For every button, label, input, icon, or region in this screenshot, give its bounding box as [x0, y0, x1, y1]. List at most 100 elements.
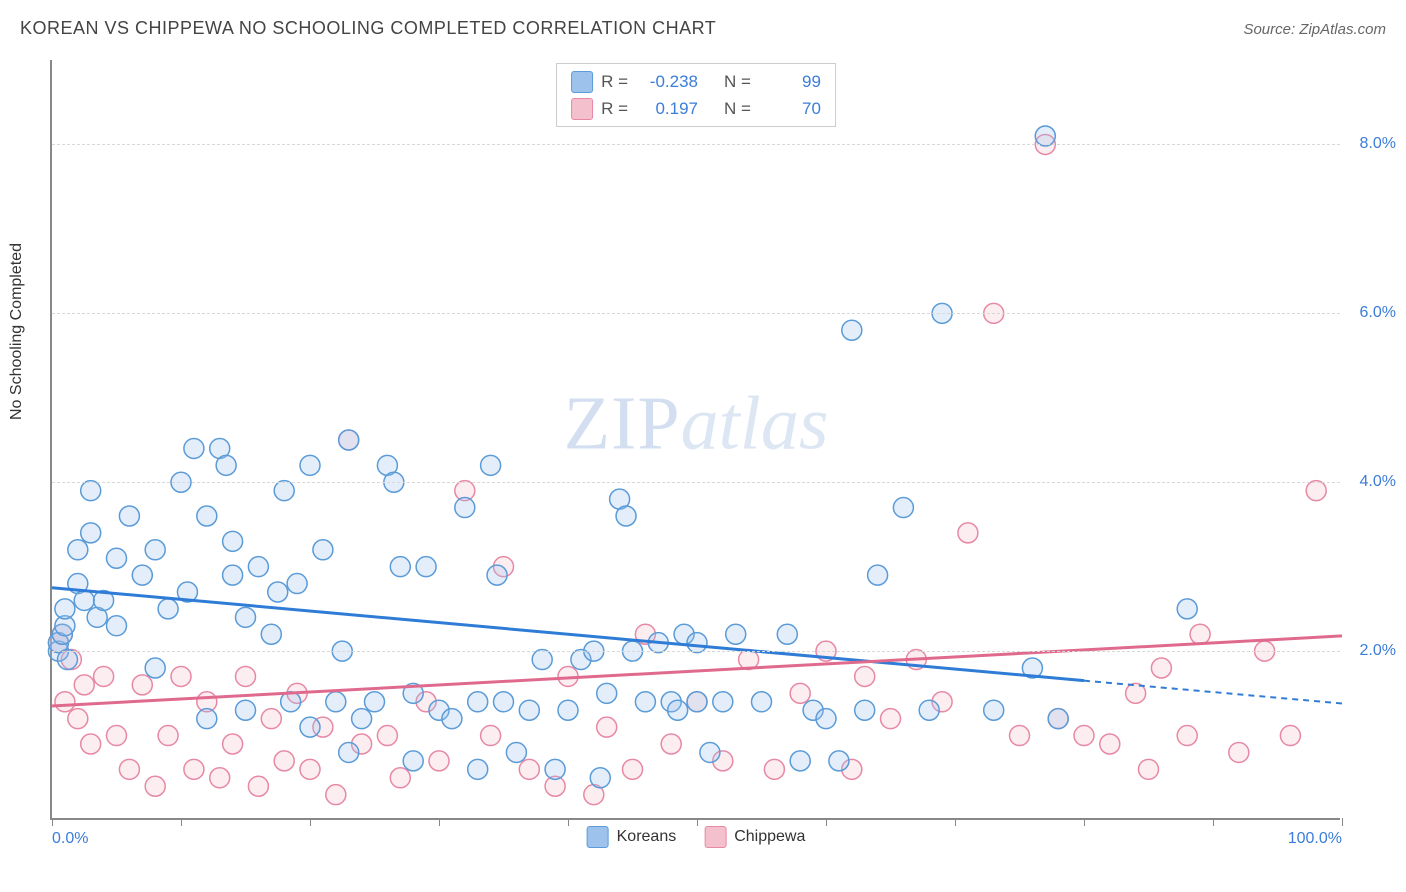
data-point	[352, 709, 372, 729]
data-point	[984, 700, 1004, 720]
data-point	[1100, 734, 1120, 754]
data-point	[816, 709, 836, 729]
data-point	[107, 616, 127, 636]
data-point	[919, 700, 939, 720]
data-point	[868, 565, 888, 585]
data-point	[687, 692, 707, 712]
data-point	[68, 709, 88, 729]
data-point	[94, 666, 114, 686]
xtick	[697, 818, 698, 826]
data-point	[210, 768, 230, 788]
data-point	[261, 709, 281, 729]
data-point	[1048, 709, 1068, 729]
stats-row-chippewa: R = 0.197 N = 70	[571, 95, 821, 122]
data-point	[429, 751, 449, 771]
chart-plot-area: ZIPatlas R = -0.238 N = 99 R = 0.197 N =…	[50, 60, 1340, 820]
scatter-svg	[52, 60, 1340, 818]
chart-title: KOREAN VS CHIPPEWA NO SCHOOLING COMPLETE…	[20, 18, 716, 39]
xtick	[439, 818, 440, 826]
data-point	[223, 734, 243, 754]
xtick	[1342, 818, 1343, 826]
r-label: R =	[601, 95, 628, 122]
gridline	[52, 651, 1340, 652]
data-point	[339, 742, 359, 762]
data-point	[855, 666, 875, 686]
data-point	[184, 438, 204, 458]
data-point	[287, 574, 307, 594]
data-point	[545, 759, 565, 779]
data-point	[481, 726, 501, 746]
data-point	[119, 759, 139, 779]
data-point	[855, 700, 875, 720]
gridline	[52, 313, 1340, 314]
trend-line-dashed	[1084, 681, 1342, 704]
r-value-koreans: -0.238	[636, 68, 698, 95]
data-point	[442, 709, 462, 729]
data-point	[326, 785, 346, 805]
data-point	[268, 582, 288, 602]
data-point	[55, 599, 75, 619]
data-point	[1306, 481, 1326, 501]
data-point	[236, 700, 256, 720]
data-point	[416, 557, 436, 577]
swatch-koreans-bottom	[587, 826, 609, 848]
xtick-label-min: 0.0%	[52, 830, 88, 848]
data-point	[790, 751, 810, 771]
ytick-label: 2.0%	[1360, 642, 1396, 660]
data-point	[842, 320, 862, 340]
data-point	[145, 540, 165, 560]
n-label: N =	[724, 68, 751, 95]
stats-legend: R = -0.238 N = 99 R = 0.197 N = 70	[556, 63, 836, 127]
data-point	[171, 666, 191, 686]
data-point	[597, 717, 617, 737]
swatch-chippewa-bottom	[704, 826, 726, 848]
data-point	[481, 455, 501, 475]
data-point	[455, 498, 475, 518]
data-point	[1280, 726, 1300, 746]
xtick	[310, 818, 311, 826]
data-point	[57, 650, 77, 670]
data-point	[635, 692, 655, 712]
data-point	[494, 692, 514, 712]
r-label: R =	[601, 68, 628, 95]
data-point	[777, 624, 797, 644]
xtick	[826, 818, 827, 826]
data-point	[68, 540, 88, 560]
data-point	[197, 506, 217, 526]
data-point	[300, 759, 320, 779]
data-point	[158, 726, 178, 746]
data-point	[274, 481, 294, 501]
data-point	[958, 523, 978, 543]
data-point	[790, 683, 810, 703]
data-point	[506, 742, 526, 762]
data-point	[248, 776, 268, 796]
data-point	[158, 599, 178, 619]
legend-item-chippewa: Chippewa	[704, 826, 805, 848]
xtick	[1213, 818, 1214, 826]
data-point	[261, 624, 281, 644]
ytick-label: 6.0%	[1360, 304, 1396, 322]
data-point	[623, 759, 643, 779]
data-point	[1010, 726, 1030, 746]
stats-row-koreans: R = -0.238 N = 99	[571, 68, 821, 95]
data-point	[764, 759, 784, 779]
data-point	[1177, 726, 1197, 746]
data-point	[390, 557, 410, 577]
data-point	[81, 523, 101, 543]
data-point	[1139, 759, 1159, 779]
xtick	[955, 818, 956, 826]
data-point	[119, 506, 139, 526]
data-point	[339, 430, 359, 450]
data-point	[74, 590, 94, 610]
data-point	[223, 565, 243, 585]
data-point	[829, 751, 849, 771]
data-point	[616, 506, 636, 526]
gridline	[52, 144, 1340, 145]
data-point	[532, 650, 552, 670]
data-point	[55, 692, 75, 712]
data-point	[81, 734, 101, 754]
r-value-chippewa: 0.197	[636, 95, 698, 122]
data-point	[713, 692, 733, 712]
data-point	[300, 455, 320, 475]
data-point	[197, 709, 217, 729]
